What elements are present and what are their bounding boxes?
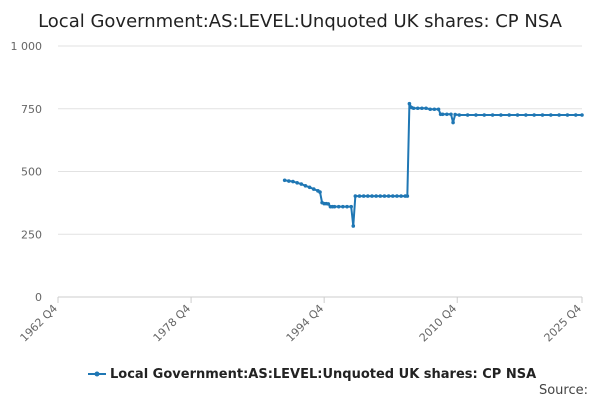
data-point — [345, 204, 349, 209]
data-point — [386, 194, 391, 198]
source-label: Source: — [539, 383, 588, 398]
data-point — [445, 112, 449, 117]
data-point — [424, 106, 428, 111]
gridlines — [58, 45, 582, 235]
data-point — [303, 184, 308, 188]
data-point — [361, 194, 366, 198]
legend-label: Local Government:AS:LEVEL:Unquoted UK sh… — [110, 367, 536, 382]
legend-marker-swatch — [94, 371, 100, 377]
data-point — [395, 194, 399, 198]
data-point — [411, 106, 416, 111]
data-point — [415, 106, 420, 111]
data-point — [465, 113, 470, 117]
data-point — [490, 113, 495, 117]
x-tick-label: 2025 Q4 — [542, 302, 585, 345]
data-point — [573, 113, 578, 117]
plot-area — [282, 101, 584, 228]
data-point — [336, 204, 341, 209]
data-point — [453, 112, 457, 117]
data-point — [374, 194, 378, 198]
data-point — [295, 181, 299, 185]
y-tick-label: 1 000 — [11, 40, 43, 53]
data-point — [311, 187, 316, 191]
y-tick-label: 250 — [21, 228, 42, 241]
data-point — [287, 179, 291, 183]
data-point — [291, 179, 295, 184]
data-point — [432, 107, 437, 112]
data-point — [428, 107, 433, 112]
data-point — [549, 113, 553, 117]
data-point — [449, 112, 453, 117]
data-point — [370, 194, 374, 198]
x-axis: 1962 Q4 1978 Q4 1994 Q4 2010 Q4 2025 Q4 — [18, 296, 585, 345]
y-tick-label: 500 — [21, 166, 42, 179]
data-point — [357, 194, 362, 198]
legend[interactable]: Local Government:AS:LEVEL:Unquoted UK sh… — [88, 367, 536, 382]
data-point — [515, 113, 520, 117]
data-point — [378, 194, 383, 198]
data-point — [326, 202, 331, 206]
data-point — [353, 194, 358, 198]
y-tick-label: 750 — [21, 103, 42, 116]
data-point — [407, 101, 412, 106]
data-point — [557, 113, 561, 117]
x-tick-label: 2010 Q4 — [417, 302, 460, 345]
x-tick-label: 1978 Q4 — [151, 302, 194, 345]
data-point — [540, 113, 545, 117]
data-point — [307, 185, 312, 190]
chart-title: Local Government:AS:LEVEL:Unquoted UK sh… — [38, 11, 563, 32]
data-point — [366, 194, 370, 198]
data-point — [382, 194, 387, 198]
data-point — [332, 204, 337, 209]
data-point — [420, 106, 424, 111]
data-point — [440, 112, 445, 117]
data-point — [499, 113, 503, 117]
x-tick-label: 1994 Q4 — [284, 302, 327, 345]
data-point — [482, 113, 487, 117]
data-point — [318, 190, 322, 194]
data-point — [524, 113, 528, 117]
data-point — [349, 204, 353, 209]
data-point — [399, 194, 403, 198]
data-point — [451, 120, 455, 125]
data-point — [436, 107, 441, 112]
data-point — [405, 194, 410, 198]
data-point — [351, 224, 356, 228]
data-point — [507, 113, 512, 117]
y-tick-label: 0 — [35, 291, 42, 304]
data-point — [457, 113, 462, 117]
x-tick-label: 1962 Q4 — [18, 302, 61, 345]
data-point — [474, 113, 478, 117]
y-axis: 0 250 500 750 1 000 — [11, 40, 43, 304]
data-point — [299, 182, 304, 186]
data-point — [282, 178, 287, 183]
data-point — [532, 113, 536, 117]
data-point — [580, 113, 584, 117]
data-point — [341, 204, 345, 209]
data-point — [565, 113, 570, 117]
data-point — [390, 194, 395, 198]
